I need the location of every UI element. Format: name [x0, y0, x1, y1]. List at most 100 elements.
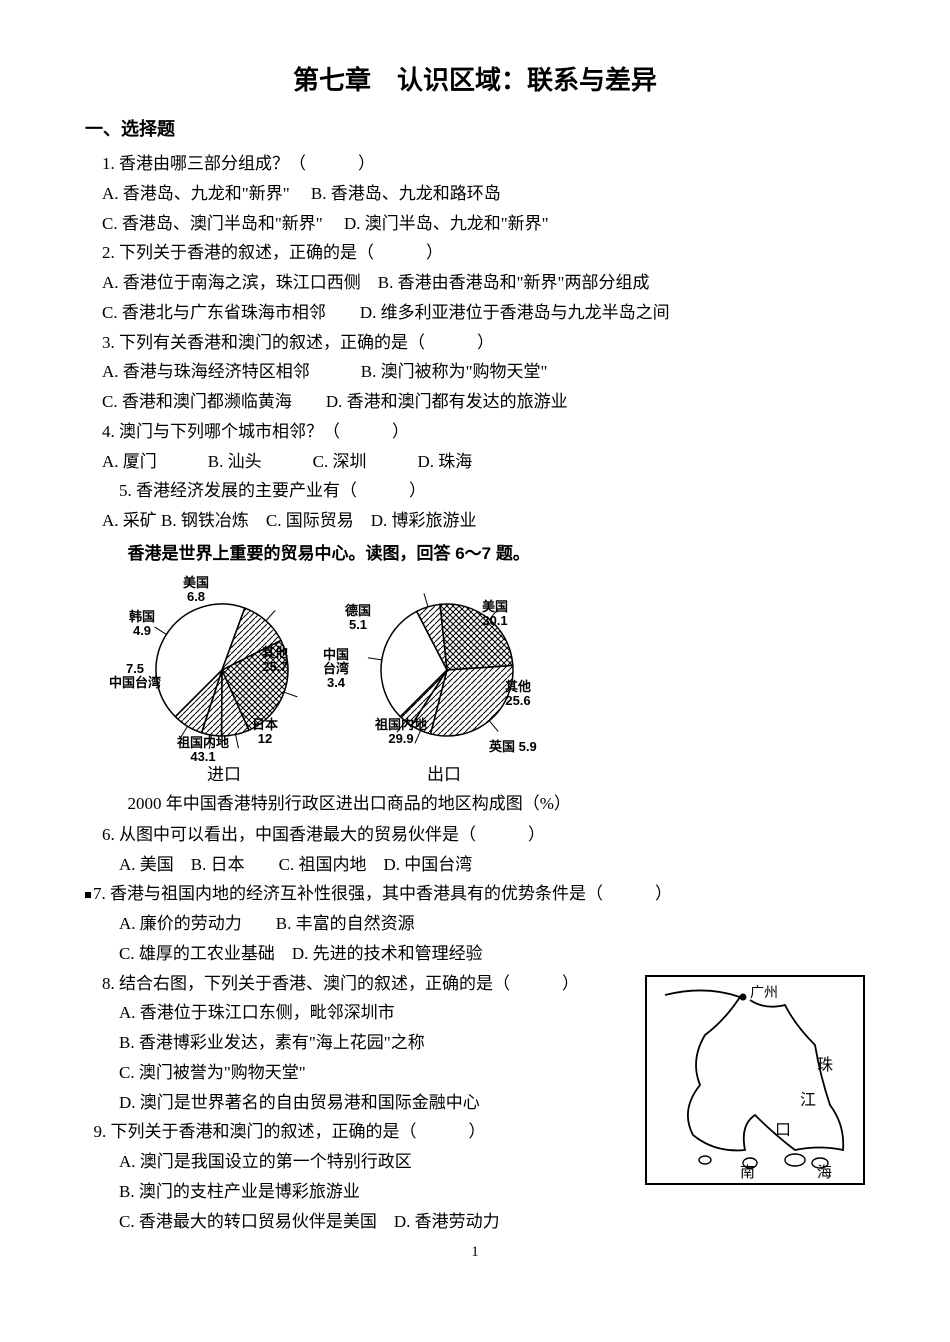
pie-import: 祖国内地43.1日本12其他25.7美国6.8韩国4.97.5中国台湾	[117, 570, 327, 760]
chapter-title: 第七章 认识区域：联系与差异	[85, 60, 865, 97]
q7-opt-b: B. 丰富的自然资源	[276, 914, 415, 933]
q8-opt-d: D. 澳门是世界著名的自由贸易港和国际金融中心	[119, 1093, 480, 1112]
pie-export: 祖国内地29.9英国 5.9其他25.6美国30.1德国5.1中国台湾3.4	[327, 570, 557, 760]
q8-opt-c: C. 澳门被誉为"购物天堂"	[119, 1063, 306, 1082]
q3-opt-b: B. 澳门被称为"购物天堂"	[361, 362, 548, 381]
q2-opt-a: A. 香港位于南海之滨，珠江口西侧	[102, 273, 361, 292]
pie-slice-label: 韩国4.9	[129, 610, 155, 639]
question-3-opts-row1: A. 香港与珠海经济特区相邻 B. 澳门被称为"购物天堂"	[85, 357, 865, 387]
q6-opt-d: D. 中国台湾	[383, 855, 472, 874]
q1-opt-b: B. 香港岛、九龙和路环岛	[311, 184, 501, 203]
question-1: 1. 香港由哪三部分组成？（ ）	[85, 149, 865, 179]
chart-caption: 2000 年中国香港特别行政区进出口商品的地区构成图（%）	[85, 789, 865, 814]
q4-opt-d: D. 珠海	[417, 452, 472, 471]
q8-opt-b: B. 香港博彩业发达，素有"海上花园"之称	[119, 1033, 425, 1052]
chart-sublabels: 进口 出口	[119, 760, 865, 785]
question-1-text: 1. 香港由哪三部分组成？（	[102, 154, 306, 173]
pie-slice-label: 英国 5.9	[489, 740, 537, 754]
question-6: 6. 从图中可以看出，中国香港最大的贸易伙伴是（ ）	[85, 820, 865, 850]
pie-slice-label: 美国6.8	[183, 576, 209, 605]
q6-opt-c: C. 祖国内地	[279, 855, 367, 874]
lead-marker-icon	[85, 892, 91, 898]
q9-opt-d: D. 香港劳动力	[394, 1212, 500, 1231]
pie-slice-label: 德国5.1	[345, 604, 371, 633]
question-7: 7. 香港与祖国内地的经济互补性很强，其中香港具有的优势条件是（）	[85, 879, 865, 909]
q1-opt-d: D. 澳门半岛、九龙和"新界"	[344, 214, 549, 233]
q1-opt-a: A. 香港岛、九龙和"新界"	[102, 184, 290, 203]
question-7-opts-row2: C. 雄厚的工农业基础 D. 先进的技术和管理经验	[85, 939, 865, 969]
map-label: 口	[775, 1122, 791, 1139]
q9-opt-c: C. 香港最大的转口贸易伙伴是美国	[119, 1212, 377, 1231]
note-6-7: 香港是世界上重要的贸易中心。读图，回答 6～7 题。	[85, 539, 865, 564]
pie-slice-label: 其他25.6	[505, 680, 531, 709]
q2-opt-d: D. 维多利亚港位于香港岛与九龙半岛之间	[360, 303, 670, 322]
question-5-opts: A. 采矿 B. 钢铁冶炼 C. 国际贸易 D. 博彩旅游业	[85, 506, 865, 536]
section-heading: 一、选择题	[85, 115, 865, 141]
question-4-opts: A. 厦门 B. 汕头 C. 深圳 D. 珠海	[85, 447, 865, 477]
question-1-opts-row1: A. 香港岛、九龙和"新界" B. 香港岛、九龙和路环岛	[85, 179, 865, 209]
pie-slice-label: 其他25.7	[262, 646, 288, 675]
map-label: 南	[740, 1164, 755, 1181]
question-4: 4. 澳门与下列哪个城市相邻？（ ）	[85, 417, 865, 447]
q4-opt-a: A. 厦门	[102, 452, 157, 471]
question-5-close: ）	[409, 481, 426, 500]
question-1-opts-row2: C. 香港岛、澳门半岛和"新界" D. 澳门半岛、九龙和"新界"	[85, 209, 865, 239]
question-3-text: 3. 下列有关香港和澳门的叙述，正确的是（	[102, 333, 425, 352]
question-5-text: 5. 香港经济发展的主要产业有（	[119, 481, 357, 500]
question-4-text: 4. 澳门与下列哪个城市相邻？（	[102, 422, 340, 441]
pie-slice-label: 中国台湾3.4	[323, 648, 349, 691]
pie-slice-label: 美国30.1	[482, 600, 508, 629]
q1-opt-c: C. 香港岛、澳门半岛和"新界"	[102, 214, 323, 233]
pie-slice-label: 日本12	[252, 718, 278, 747]
pie-slice-label: 7.5中国台湾	[109, 662, 161, 691]
sublabel-export: 出口	[329, 760, 559, 785]
question-6-close: ）	[528, 825, 545, 844]
q3-opt-a: A. 香港与珠海经济特区相邻	[102, 362, 310, 381]
question-4-close: ）	[392, 422, 409, 441]
q3-opt-c: C. 香港和澳门都濒临黄海	[102, 392, 292, 411]
question-3-close: ）	[477, 333, 494, 352]
question-2-opts-row1: A. 香港位于南海之滨，珠江口西侧 B. 香港由香港岛和"新界"两部分组成	[85, 268, 865, 298]
map-label: 珠	[817, 1056, 833, 1074]
q6-opt-b: B. 日本	[191, 855, 245, 874]
question-7-close: ）	[655, 884, 672, 903]
q9-opt-b: B. 澳门的支柱产业是博彩旅游业	[119, 1182, 360, 1201]
q9-opt-cd-line: C. 香港最大的转口贸易伙伴是美国 D. 香港劳动力	[85, 1207, 865, 1237]
question-8-text: 8. 结合右图，下列关于香港、澳门的叙述，正确的是（	[102, 974, 510, 993]
question-2-text: 2. 下列关于香港的叙述，正确的是（	[102, 243, 374, 262]
q7-opt-d: D. 先进的技术和管理经验	[292, 944, 483, 963]
page-number: 1	[85, 1244, 865, 1261]
q9-opt-a: A. 澳门是我国设立的第一个特别行政区	[119, 1152, 412, 1171]
q2-opt-b: B. 香港由香港岛和"新界"两部分组成	[378, 273, 650, 292]
question-8-close: ）	[562, 974, 579, 993]
question-1-close: ）	[358, 154, 375, 173]
q2-opt-c: C. 香港北与广东省珠海市相邻	[102, 303, 326, 322]
q8-opt-a: A. 香港位于珠江口东侧，毗邻深圳市	[119, 1003, 395, 1022]
pie-slice-label: 祖国内地29.9	[375, 718, 427, 747]
q3-opt-d: D. 香港和澳门都有发达的旅游业	[326, 392, 568, 411]
q5-opt-d: D. 博彩旅游业	[371, 511, 477, 530]
question-7-opts-row1: A. 廉价的劳动力 B. 丰富的自然资源	[85, 909, 865, 939]
question-6-text: 6. 从图中可以看出，中国香港最大的贸易伙伴是（	[102, 825, 476, 844]
q5-opt-a: A. 采矿	[102, 511, 157, 530]
question-9-text: 9. 下列关于香港和澳门的叙述，正确的是（	[94, 1122, 417, 1141]
map-label: 广州	[750, 985, 778, 1001]
question-5: 5. 香港经济发展的主要产业有（ ）	[85, 476, 865, 506]
pie-slice-label: 祖国内地43.1	[177, 736, 229, 765]
q4-opt-b: B. 汕头	[208, 452, 262, 471]
question-2-close: ）	[426, 243, 443, 262]
question-2: 2. 下列关于香港的叙述，正确的是（ ）	[85, 238, 865, 268]
map-label: 海	[817, 1164, 832, 1181]
question-3-opts-row2: C. 香港和澳门都濒临黄海 D. 香港和澳门都有发达的旅游业	[85, 387, 865, 417]
q5-opt-c: C. 国际贸易	[266, 511, 354, 530]
q6-opt-a: A. 美国	[119, 855, 174, 874]
pie-chart-row: 祖国内地43.1日本12其他25.7美国6.8韩国4.97.5中国台湾 祖国内地…	[117, 570, 865, 760]
question-9-close: ）	[469, 1122, 486, 1141]
question-3: 3. 下列有关香港和澳门的叙述，正确的是（ ）	[85, 328, 865, 358]
question-6-opts: A. 美国 B. 日本 C. 祖国内地 D. 中国台湾	[85, 850, 865, 880]
q4-opt-c: C. 深圳	[313, 452, 367, 471]
question-2-opts-row2: C. 香港北与广东省珠海市相邻 D. 维多利亚港位于香港岛与九龙半岛之间	[85, 298, 865, 328]
map-label: 江	[800, 1091, 816, 1109]
q7-opt-a: A. 廉价的劳动力	[119, 914, 242, 933]
q5-opt-b: B. 钢铁冶炼	[161, 511, 249, 530]
